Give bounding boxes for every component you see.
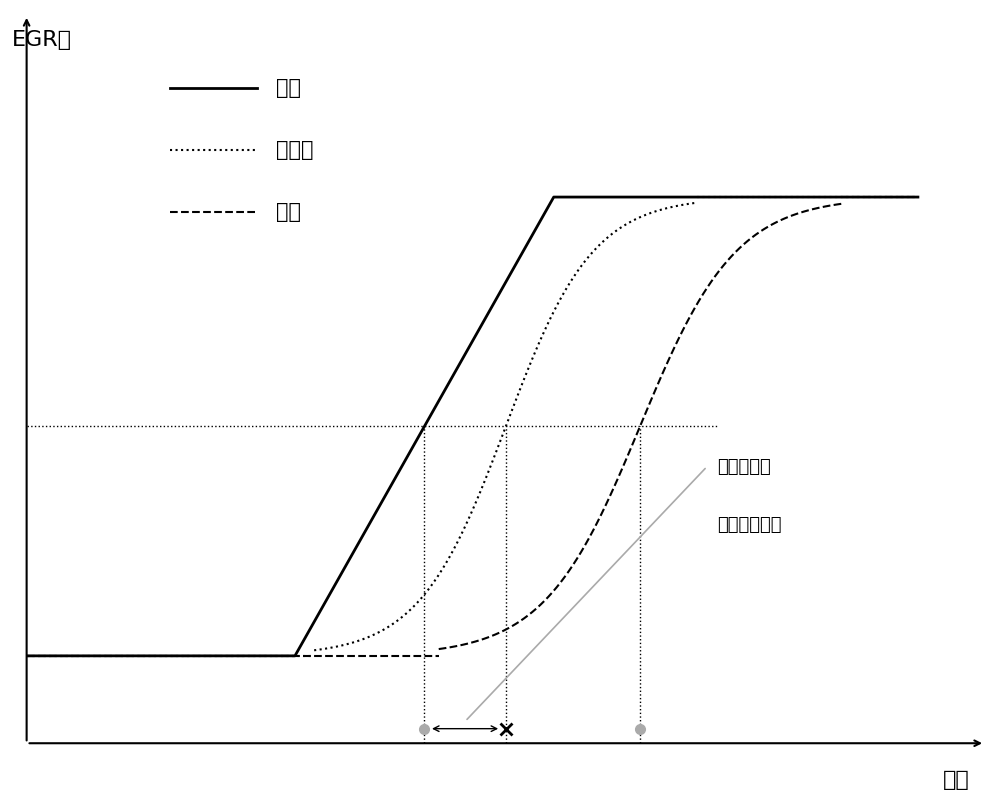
Text: EGR率: EGR率 <box>12 30 72 50</box>
Text: 时间: 时间 <box>943 769 970 789</box>
Text: 真空度延迟: 真空度延迟 <box>717 458 770 475</box>
Text: 混合点: 混合点 <box>276 140 313 160</box>
Text: 气体运输延迟: 气体运输延迟 <box>717 516 781 534</box>
Text: 缸内: 缸内 <box>276 201 301 221</box>
Text: 理想: 理想 <box>276 78 301 97</box>
